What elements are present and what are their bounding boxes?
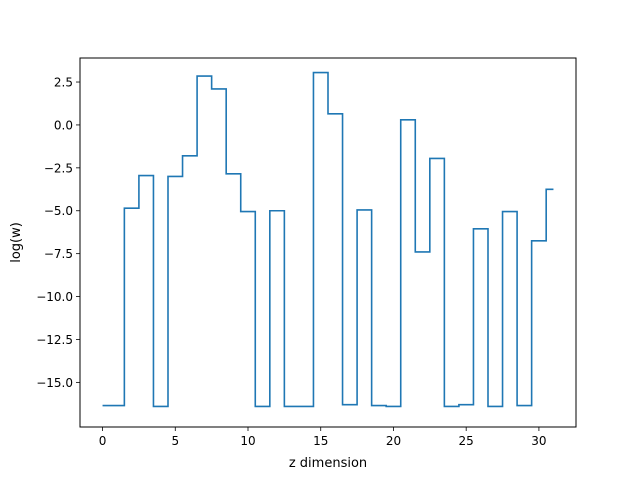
y-tick-label: −15.0 [36, 376, 73, 390]
plot-area [102, 71, 554, 408]
y-tick-label: 2.5 [54, 76, 73, 90]
y-tick-label: −2.5 [44, 161, 73, 175]
x-tick-label: 5 [171, 434, 179, 448]
x-tick-label: 25 [459, 434, 474, 448]
x-tick-label: 15 [313, 434, 328, 448]
x-tick-label: 30 [531, 434, 546, 448]
x-tick-label: 0 [99, 434, 107, 448]
y-tick-label: 0.0 [54, 118, 73, 132]
series-line [102, 71, 554, 408]
y-tick-label: −10.0 [36, 290, 73, 304]
x-tick-label: 10 [240, 434, 255, 448]
x-axis-label: z dimension [289, 456, 367, 471]
y-tick-label: −7.5 [44, 247, 73, 261]
y-tick-label: −12.5 [36, 333, 73, 347]
y-axis-label: log(w) [9, 222, 24, 263]
x-tick-label: 20 [386, 434, 401, 448]
x-axis: 0 5 10 15 20 25 30 [99, 427, 547, 448]
y-tick-label: −5.0 [44, 204, 73, 218]
y-axis: 2.5 0.0 −2.5 −5.0 −7.5 −10.0 −12.5 −15.0 [36, 76, 80, 390]
axes-frame [79, 57, 577, 428]
